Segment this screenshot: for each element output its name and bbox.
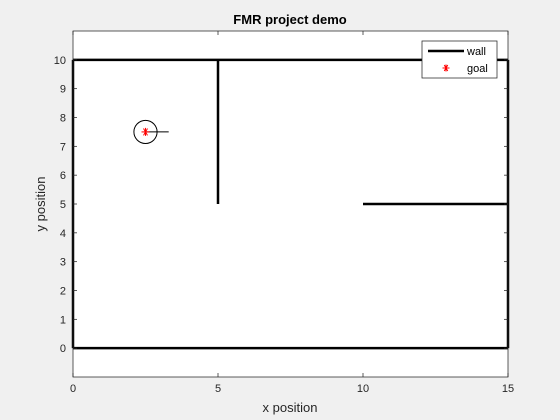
y-tick-label: 7 bbox=[60, 141, 66, 153]
y-tick-label: 4 bbox=[60, 228, 66, 240]
legend-label: wall bbox=[466, 46, 486, 58]
x-tick-label: 0 bbox=[70, 383, 76, 395]
y-tick-label: 2 bbox=[60, 286, 66, 298]
y-tick-label: 1 bbox=[60, 314, 66, 326]
y-tick-label: 6 bbox=[60, 170, 66, 182]
y-tick-label: 10 bbox=[54, 55, 66, 67]
y-tick-label: 3 bbox=[60, 257, 66, 269]
x-tick-label: 15 bbox=[502, 383, 514, 395]
x-tick-label: 5 bbox=[215, 383, 221, 395]
legend-goal-swatch bbox=[442, 64, 450, 72]
y-tick-label: 0 bbox=[60, 343, 66, 355]
y-axis-label: y position bbox=[33, 177, 48, 232]
y-tick-label: 9 bbox=[60, 84, 66, 96]
chart-title: FMR project demo bbox=[233, 12, 346, 27]
y-tick-label: 5 bbox=[60, 199, 66, 211]
legend-label: goal bbox=[467, 63, 488, 75]
legend[interactable]: wall goal bbox=[421, 40, 498, 79]
ticks-layer: 0 5 10 15 0 1 2 3 4 5 6 7 8 9 10 bbox=[54, 31, 514, 395]
y-tick-label: 8 bbox=[60, 113, 66, 125]
x-tick-label: 10 bbox=[357, 383, 369, 395]
goal-marker bbox=[141, 127, 150, 136]
legend-box bbox=[421, 40, 498, 79]
x-axis-label: x position bbox=[263, 400, 318, 415]
